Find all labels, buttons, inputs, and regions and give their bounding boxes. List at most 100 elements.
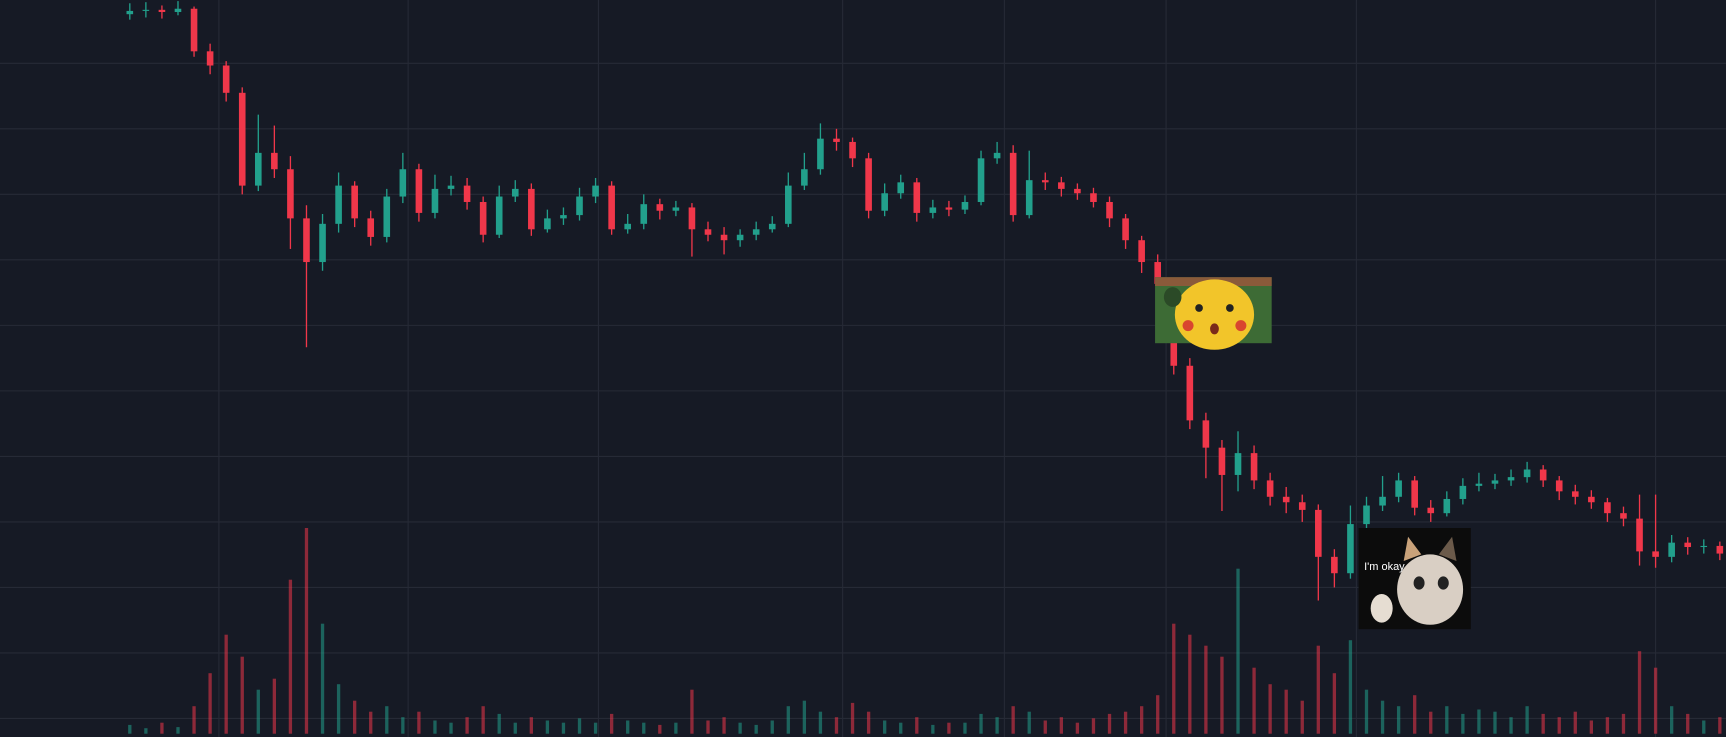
volume-bar — [1525, 706, 1529, 734]
volume-bar — [609, 713, 614, 734]
volume-bar — [433, 720, 437, 734]
candle-body — [511, 188, 519, 197]
volume-bar — [1718, 717, 1722, 734]
candle-body — [415, 169, 423, 213]
candle-body — [1668, 542, 1675, 557]
volume-bar — [1204, 645, 1208, 734]
candle-body — [335, 185, 342, 224]
volume-bar — [1702, 720, 1706, 734]
volume-bar — [931, 724, 935, 734]
volume-bar — [128, 724, 132, 734]
candle-body — [1282, 496, 1290, 503]
volume-bar — [626, 720, 630, 734]
volume-bar — [1461, 713, 1465, 734]
candle-body — [1475, 483, 1483, 486]
candle-body — [1058, 182, 1065, 189]
surprised-pikachu-meme — [1155, 277, 1272, 350]
candle-body — [1138, 240, 1145, 263]
candle-body — [463, 185, 471, 202]
volume-bar — [1670, 706, 1674, 734]
candle-body — [640, 204, 648, 224]
volume-bar — [1059, 717, 1063, 734]
candle-body — [174, 8, 182, 13]
volume-bar — [513, 722, 517, 734]
candle-body — [1106, 201, 1113, 219]
candle-body — [720, 234, 728, 241]
candle-body — [1250, 453, 1258, 481]
candle-body — [768, 223, 776, 230]
candle-body — [801, 169, 808, 186]
candle-body — [1459, 485, 1467, 499]
candle-body — [544, 218, 551, 230]
candle-body — [1539, 469, 1547, 481]
candle-body — [399, 169, 407, 197]
candle-body — [351, 185, 358, 219]
volume-bar — [1413, 695, 1417, 734]
volume-bar — [1075, 722, 1080, 734]
volume-bar — [529, 717, 533, 734]
candle-body — [1652, 551, 1659, 557]
candle-body — [576, 196, 583, 216]
candle-body — [1620, 513, 1627, 519]
volume-bar — [642, 722, 646, 734]
candle-body — [1700, 545, 1708, 548]
candle-body — [254, 152, 262, 186]
volume-bar — [738, 722, 742, 734]
candle-body — [1122, 218, 1129, 241]
candle-body — [1331, 556, 1338, 574]
volume-bar — [336, 684, 341, 734]
candle-body — [431, 188, 439, 213]
candle-body — [495, 196, 503, 235]
volume-bar — [208, 673, 212, 734]
volume-bar — [353, 700, 357, 734]
volume-bar — [256, 689, 260, 734]
pikachu-cheek — [1235, 320, 1247, 332]
volume-bar — [288, 579, 293, 734]
crying-cat-meme: I'm okay — [1358, 528, 1471, 630]
volume-bar — [947, 722, 951, 734]
volume-bar — [1445, 706, 1449, 734]
candle-body — [977, 158, 985, 202]
candle-body — [752, 229, 760, 235]
cat-ear — [1403, 536, 1422, 561]
volume-bar — [240, 656, 244, 734]
volume-bar — [1268, 684, 1272, 734]
candle-body — [560, 215, 567, 219]
candle-body — [1298, 502, 1306, 510]
volume-bar — [1605, 717, 1610, 734]
candle-body — [1202, 420, 1210, 448]
volume-bar — [706, 720, 710, 734]
candle-body — [1411, 480, 1418, 508]
candle-body — [592, 185, 599, 197]
candle-body — [1555, 480, 1563, 492]
candle-body — [1363, 505, 1370, 525]
candle-body — [688, 207, 696, 230]
volume-bar — [1284, 689, 1288, 734]
candle-body — [1523, 469, 1531, 478]
candle-body — [367, 218, 375, 237]
volume-bar — [481, 706, 485, 734]
cat-face — [1397, 554, 1464, 625]
volume-bar — [1188, 634, 1192, 734]
candle-body — [1074, 188, 1081, 194]
candle-body — [271, 152, 278, 170]
volume-bar — [1252, 667, 1256, 734]
volume-bar — [722, 717, 726, 734]
volume-bar — [497, 713, 501, 734]
volume-bar — [1364, 689, 1369, 734]
candle-body — [479, 201, 487, 235]
volume-bar — [1156, 695, 1160, 734]
volume-bar — [577, 718, 582, 734]
candle-body — [945, 207, 953, 210]
volume-bar — [818, 711, 823, 734]
volume-bar — [320, 623, 325, 734]
candle-body — [222, 65, 230, 93]
volume-bar — [1380, 700, 1385, 734]
volume-bar — [1123, 711, 1128, 734]
candle-body — [817, 138, 824, 170]
meme-shadow — [1163, 287, 1182, 307]
volume-bar — [995, 717, 999, 734]
volume-bar — [304, 528, 309, 734]
candle-body — [528, 188, 535, 230]
